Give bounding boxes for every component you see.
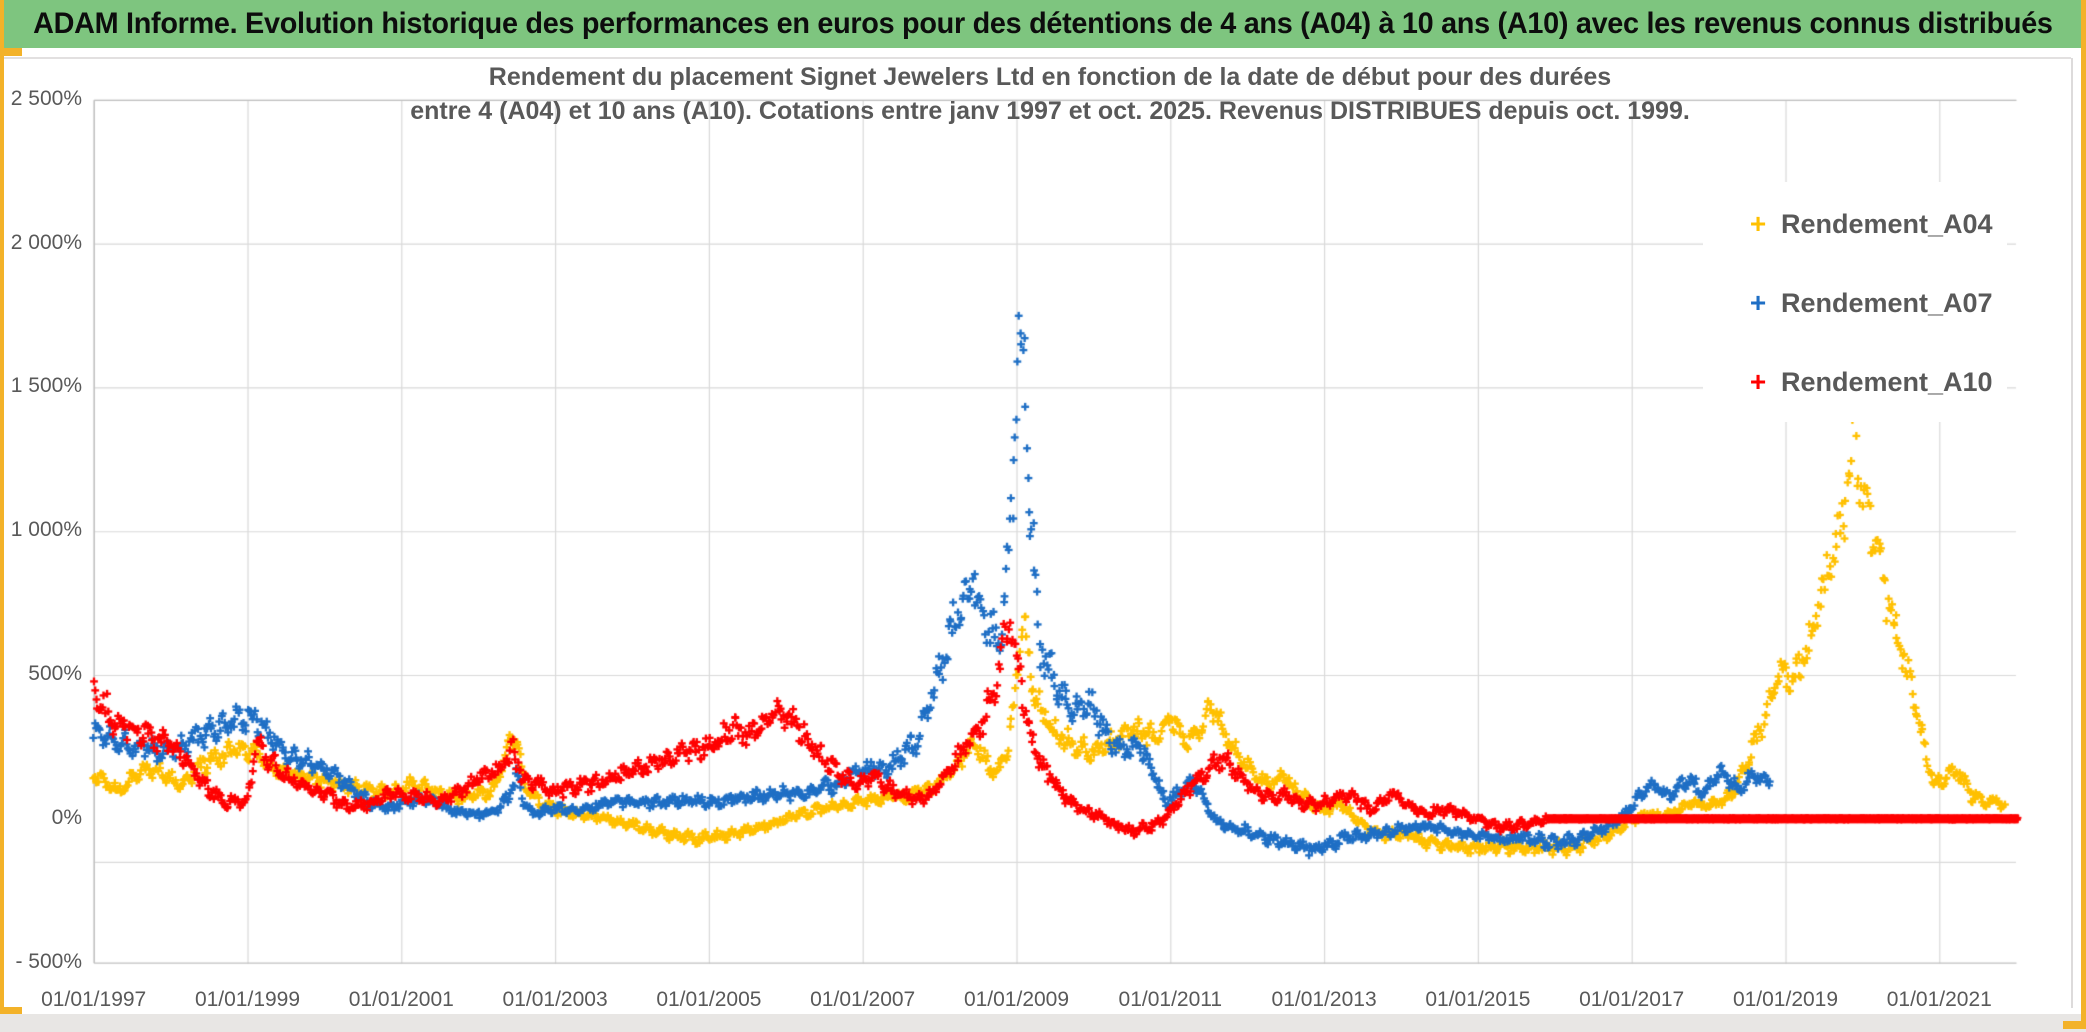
x-axis-label: 01/01/2021 — [1886, 988, 1992, 1011]
frame-bottomright-gold-tab — [2063, 1021, 2086, 1029]
legend-label: Rendement_A10 — [1781, 366, 1993, 397]
frame-topleft-gold-tab — [0, 48, 22, 56]
chart-title: Rendement du placement Signet Jewelers L… — [300, 60, 1800, 128]
y-axis-label: 1 000% — [10, 518, 82, 542]
legend-label: Rendement_A04 — [1781, 208, 1993, 239]
x-axis-label: 01/01/2009 — [963, 988, 1070, 1011]
legend-label: Rendement_A07 — [1781, 287, 1993, 318]
x-axis-label: 01/01/2001 — [348, 988, 454, 1011]
frame-left-gold-strip — [0, 0, 4, 1014]
legend-item-rendement_a10[interactable]: + Rendement_A10 — [1743, 362, 1993, 402]
legend[interactable]: + Rendement_A04 + Rendement_A07 + Rendement_A… — [1703, 182, 2007, 422]
chart-title-line2: entre 4 (A04) et 10 ans (A10). Cotations… — [410, 97, 1690, 125]
plus-marker-icon: + — [1749, 208, 1767, 239]
chart-area-top-border — [4, 57, 2071, 59]
x-axis-label: 01/01/2003 — [502, 988, 608, 1011]
chart-area-right-border — [2071, 58, 2073, 1022]
x-axis-label: 01/01/1999 — [194, 988, 301, 1011]
plus-marker-icon: + — [1749, 287, 1767, 318]
y-axis-label: 2 000% — [10, 230, 82, 254]
banner: ADAM Informe. Evolution historique des p… — [0, 0, 2086, 48]
x-axis-label: 01/01/2005 — [656, 988, 762, 1011]
y-axis-label: 0% — [51, 805, 82, 829]
plus-marker-icon: + — [1749, 366, 1767, 397]
frame-bottomleft-gold-tab — [0, 1007, 22, 1014]
x-axis-label: 01/01/2015 — [1425, 988, 1531, 1011]
chart-title-line1: Rendement du placement Signet Jewelers L… — [488, 63, 1612, 91]
x-axis-label: 01/01/1997 — [41, 988, 147, 1011]
legend-item-rendement_a04[interactable]: + Rendement_A04 — [1743, 204, 1993, 244]
y-axis-label: 500% — [28, 662, 82, 685]
x-axis-label: 01/01/2019 — [1732, 988, 1839, 1011]
y-axis-label: - 500% — [15, 949, 82, 973]
y-axis-label: 2 500% — [10, 86, 82, 110]
legend-item-rendement_a07[interactable]: + Rendement_A07 — [1743, 283, 1993, 323]
banner-title: ADAM Informe. Evolution historique des p… — [33, 7, 2053, 40]
y-axis-label: 1 500% — [10, 374, 82, 398]
x-axis-label: 01/01/2011 — [1118, 988, 1223, 1011]
frame-right-gold-strip — [2081, 0, 2086, 1029]
footer-white-strip — [0, 1008, 2086, 1014]
x-axis-label: 01/01/2013 — [1271, 988, 1377, 1011]
x-axis-label: 01/01/2017 — [1579, 988, 1685, 1011]
footer-gray-strip — [0, 1014, 2086, 1032]
x-axis-label: 01/01/2007 — [810, 988, 916, 1011]
